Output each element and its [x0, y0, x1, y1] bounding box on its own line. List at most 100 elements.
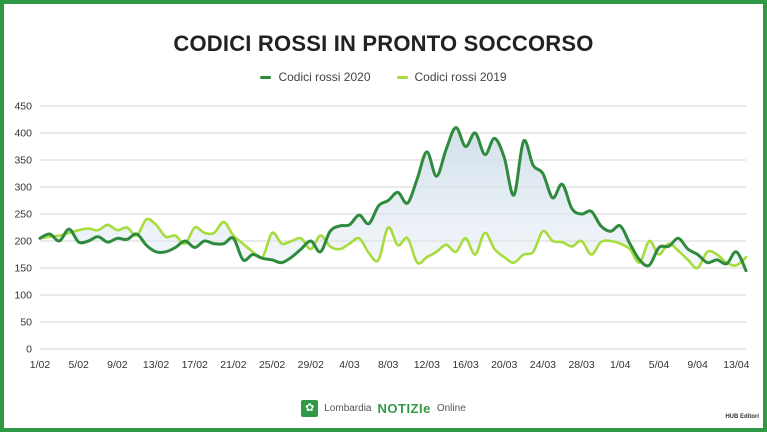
x-tick-label: 4/03 [339, 359, 360, 371]
data-point-2020 [542, 172, 544, 174]
data-point-2019 [78, 229, 80, 231]
data-point-2020 [455, 126, 457, 128]
y-tick-label: 200 [14, 236, 32, 248]
data-point-2019 [726, 261, 728, 263]
data-point-2019 [368, 252, 370, 254]
data-point-2019 [87, 227, 89, 229]
x-tick-label: 9/04 [687, 359, 708, 371]
data-point-2019 [561, 241, 563, 243]
y-tick-label: 250 [14, 209, 32, 221]
data-point-2019 [638, 261, 640, 263]
data-point-2019 [136, 234, 138, 236]
data-point-2020 [300, 248, 302, 250]
data-point-2019 [435, 251, 437, 253]
x-tick-label: 1/04 [610, 359, 631, 371]
data-point-2019 [155, 224, 157, 226]
data-point-2020 [513, 194, 515, 196]
data-point-2019 [716, 253, 718, 255]
data-point-2019 [619, 243, 621, 245]
data-point-2019 [667, 243, 669, 245]
data-point-2020 [619, 225, 621, 227]
y-tick-label: 400 [14, 128, 32, 140]
data-point-2020 [387, 199, 389, 201]
data-point-2020 [155, 251, 157, 253]
legend-swatch-2019 [396, 75, 408, 79]
data-point-2020 [580, 213, 582, 215]
data-point-2020 [319, 251, 321, 253]
data-point-2020 [551, 197, 553, 199]
data-point-2019 [281, 243, 283, 245]
y-tick-label: 350 [14, 155, 32, 167]
data-point-2019 [126, 226, 128, 228]
legend-item-2019: Codici rossi 2019 [396, 70, 507, 84]
data-point-2020 [435, 175, 437, 177]
data-point-2019 [223, 221, 225, 223]
chart-legend: Codici rossi 2020 Codici rossi 2019 [0, 70, 767, 84]
data-point-2019 [455, 251, 457, 253]
data-point-2019 [290, 240, 292, 242]
data-point-2020 [174, 246, 176, 248]
data-point-2019 [58, 234, 60, 236]
x-tick-label: 9/02 [107, 359, 128, 371]
data-point-2020 [271, 259, 273, 261]
data-point-2020 [445, 148, 447, 150]
data-point-2020 [290, 256, 292, 258]
x-tick-label: 5/02 [68, 359, 89, 371]
data-point-2020 [667, 245, 669, 247]
data-point-2019 [232, 234, 234, 236]
data-point-2020 [706, 261, 708, 263]
data-point-2019 [377, 259, 379, 261]
data-point-2020 [735, 251, 737, 253]
data-point-2019 [532, 251, 534, 253]
leaf-icon: ✿ [301, 400, 319, 417]
data-point-2020 [377, 205, 379, 207]
data-point-2020 [368, 223, 370, 225]
data-point-2020 [648, 264, 650, 266]
x-tick-label: 29/02 [298, 359, 324, 371]
data-point-2019 [503, 256, 505, 258]
data-point-2020 [116, 237, 118, 239]
data-point-2019 [580, 240, 582, 242]
data-point-2020 [416, 178, 418, 180]
data-point-2019 [687, 259, 689, 261]
data-point-2020 [532, 164, 534, 166]
data-point-2019 [493, 248, 495, 250]
data-point-2020 [397, 191, 399, 193]
data-point-2020 [145, 244, 147, 246]
data-point-2020 [696, 253, 698, 255]
data-point-2019 [406, 237, 408, 239]
data-point-2019 [358, 237, 360, 239]
legend-label-2019: Codici rossi 2019 [414, 70, 507, 84]
data-point-2019 [629, 248, 631, 250]
data-point-2020 [716, 259, 718, 261]
data-point-2020 [426, 151, 428, 153]
x-tick-label: 13/04 [723, 359, 749, 371]
data-point-2020 [629, 243, 631, 245]
data-point-2019 [551, 240, 553, 242]
series-line-2019 [38, 217, 748, 270]
data-point-2020 [329, 230, 331, 232]
data-point-2019 [184, 243, 186, 245]
data-point-2019 [745, 256, 747, 258]
legend-swatch-2020 [260, 75, 272, 79]
data-point-2019 [522, 253, 524, 255]
chart-title: CODICI ROSSI IN PRONTO SOCCORSO [173, 31, 594, 56]
data-point-2020 [687, 248, 689, 250]
data-point-2019 [213, 232, 215, 234]
data-point-2020 [464, 145, 466, 147]
data-point-2020 [484, 153, 486, 155]
data-point-2020 [590, 210, 592, 212]
data-point-2019 [107, 224, 109, 226]
data-point-2019 [300, 237, 302, 239]
data-point-2020 [223, 243, 225, 245]
x-tick-label: 1/02 [30, 359, 51, 371]
x-tick-label: 24/03 [530, 359, 556, 371]
data-point-2019 [145, 218, 147, 220]
data-point-2020 [571, 207, 573, 209]
data-point-2020 [87, 240, 89, 242]
data-point-2019 [590, 253, 592, 255]
x-tick-label: 16/03 [452, 359, 478, 371]
data-point-2020 [406, 202, 408, 204]
data-point-2019 [68, 232, 70, 234]
data-point-2020 [348, 224, 350, 226]
